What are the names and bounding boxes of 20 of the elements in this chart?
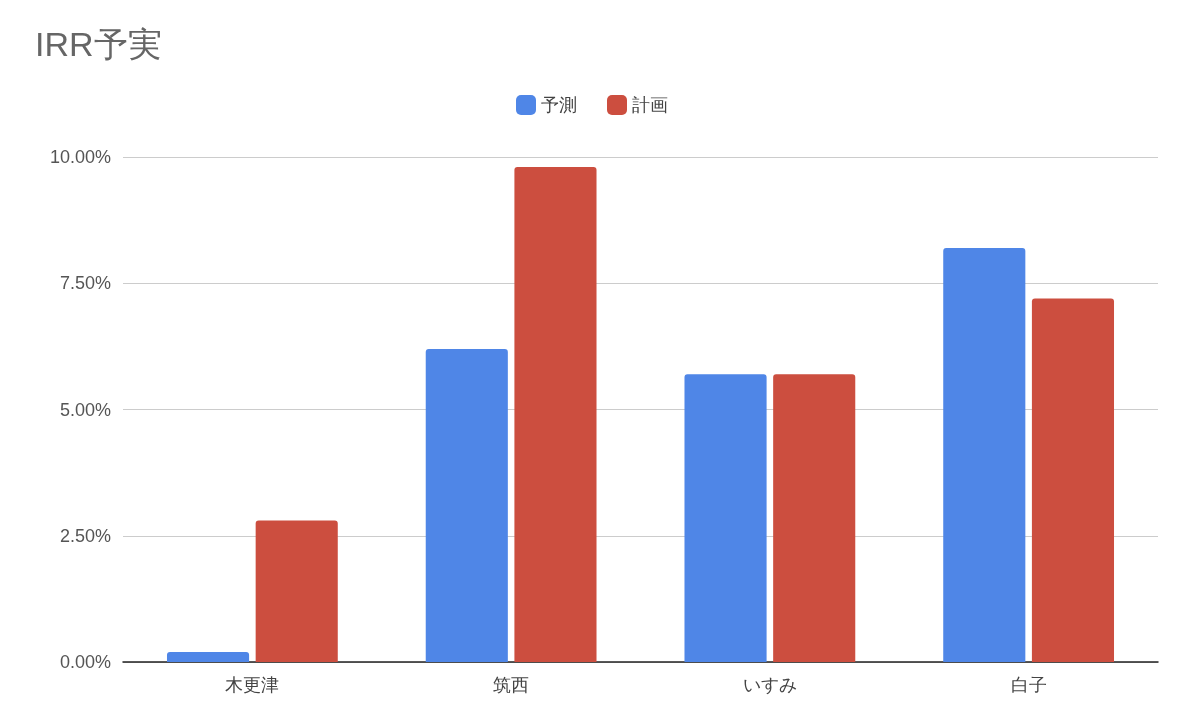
bar bbox=[1031, 298, 1115, 662]
bar bbox=[425, 348, 508, 662]
bar bbox=[166, 651, 250, 662]
bar bbox=[255, 520, 338, 662]
x-tick-label: いすみ bbox=[742, 675, 797, 695]
y-tick-label: 7.50% bbox=[59, 273, 111, 294]
chart-title: IRR予実 bbox=[35, 25, 162, 63]
bar bbox=[773, 374, 856, 662]
bar bbox=[943, 247, 1026, 662]
x-tick-label: 白子 bbox=[1010, 675, 1047, 695]
y-tick-label: 2.50% bbox=[59, 525, 111, 546]
y-tick-label: 5.00% bbox=[59, 399, 111, 420]
legend-label: 予測 bbox=[541, 95, 577, 115]
x-tick-label: 木更津 bbox=[225, 675, 280, 695]
y-tick-label: 0.00% bbox=[59, 652, 111, 672]
bar bbox=[514, 167, 597, 662]
y-tick-label: 10.00% bbox=[49, 147, 111, 167]
legend-label: 計画 bbox=[632, 95, 668, 115]
bar bbox=[684, 374, 767, 662]
x-tick-label: 筑西 bbox=[493, 675, 530, 695]
